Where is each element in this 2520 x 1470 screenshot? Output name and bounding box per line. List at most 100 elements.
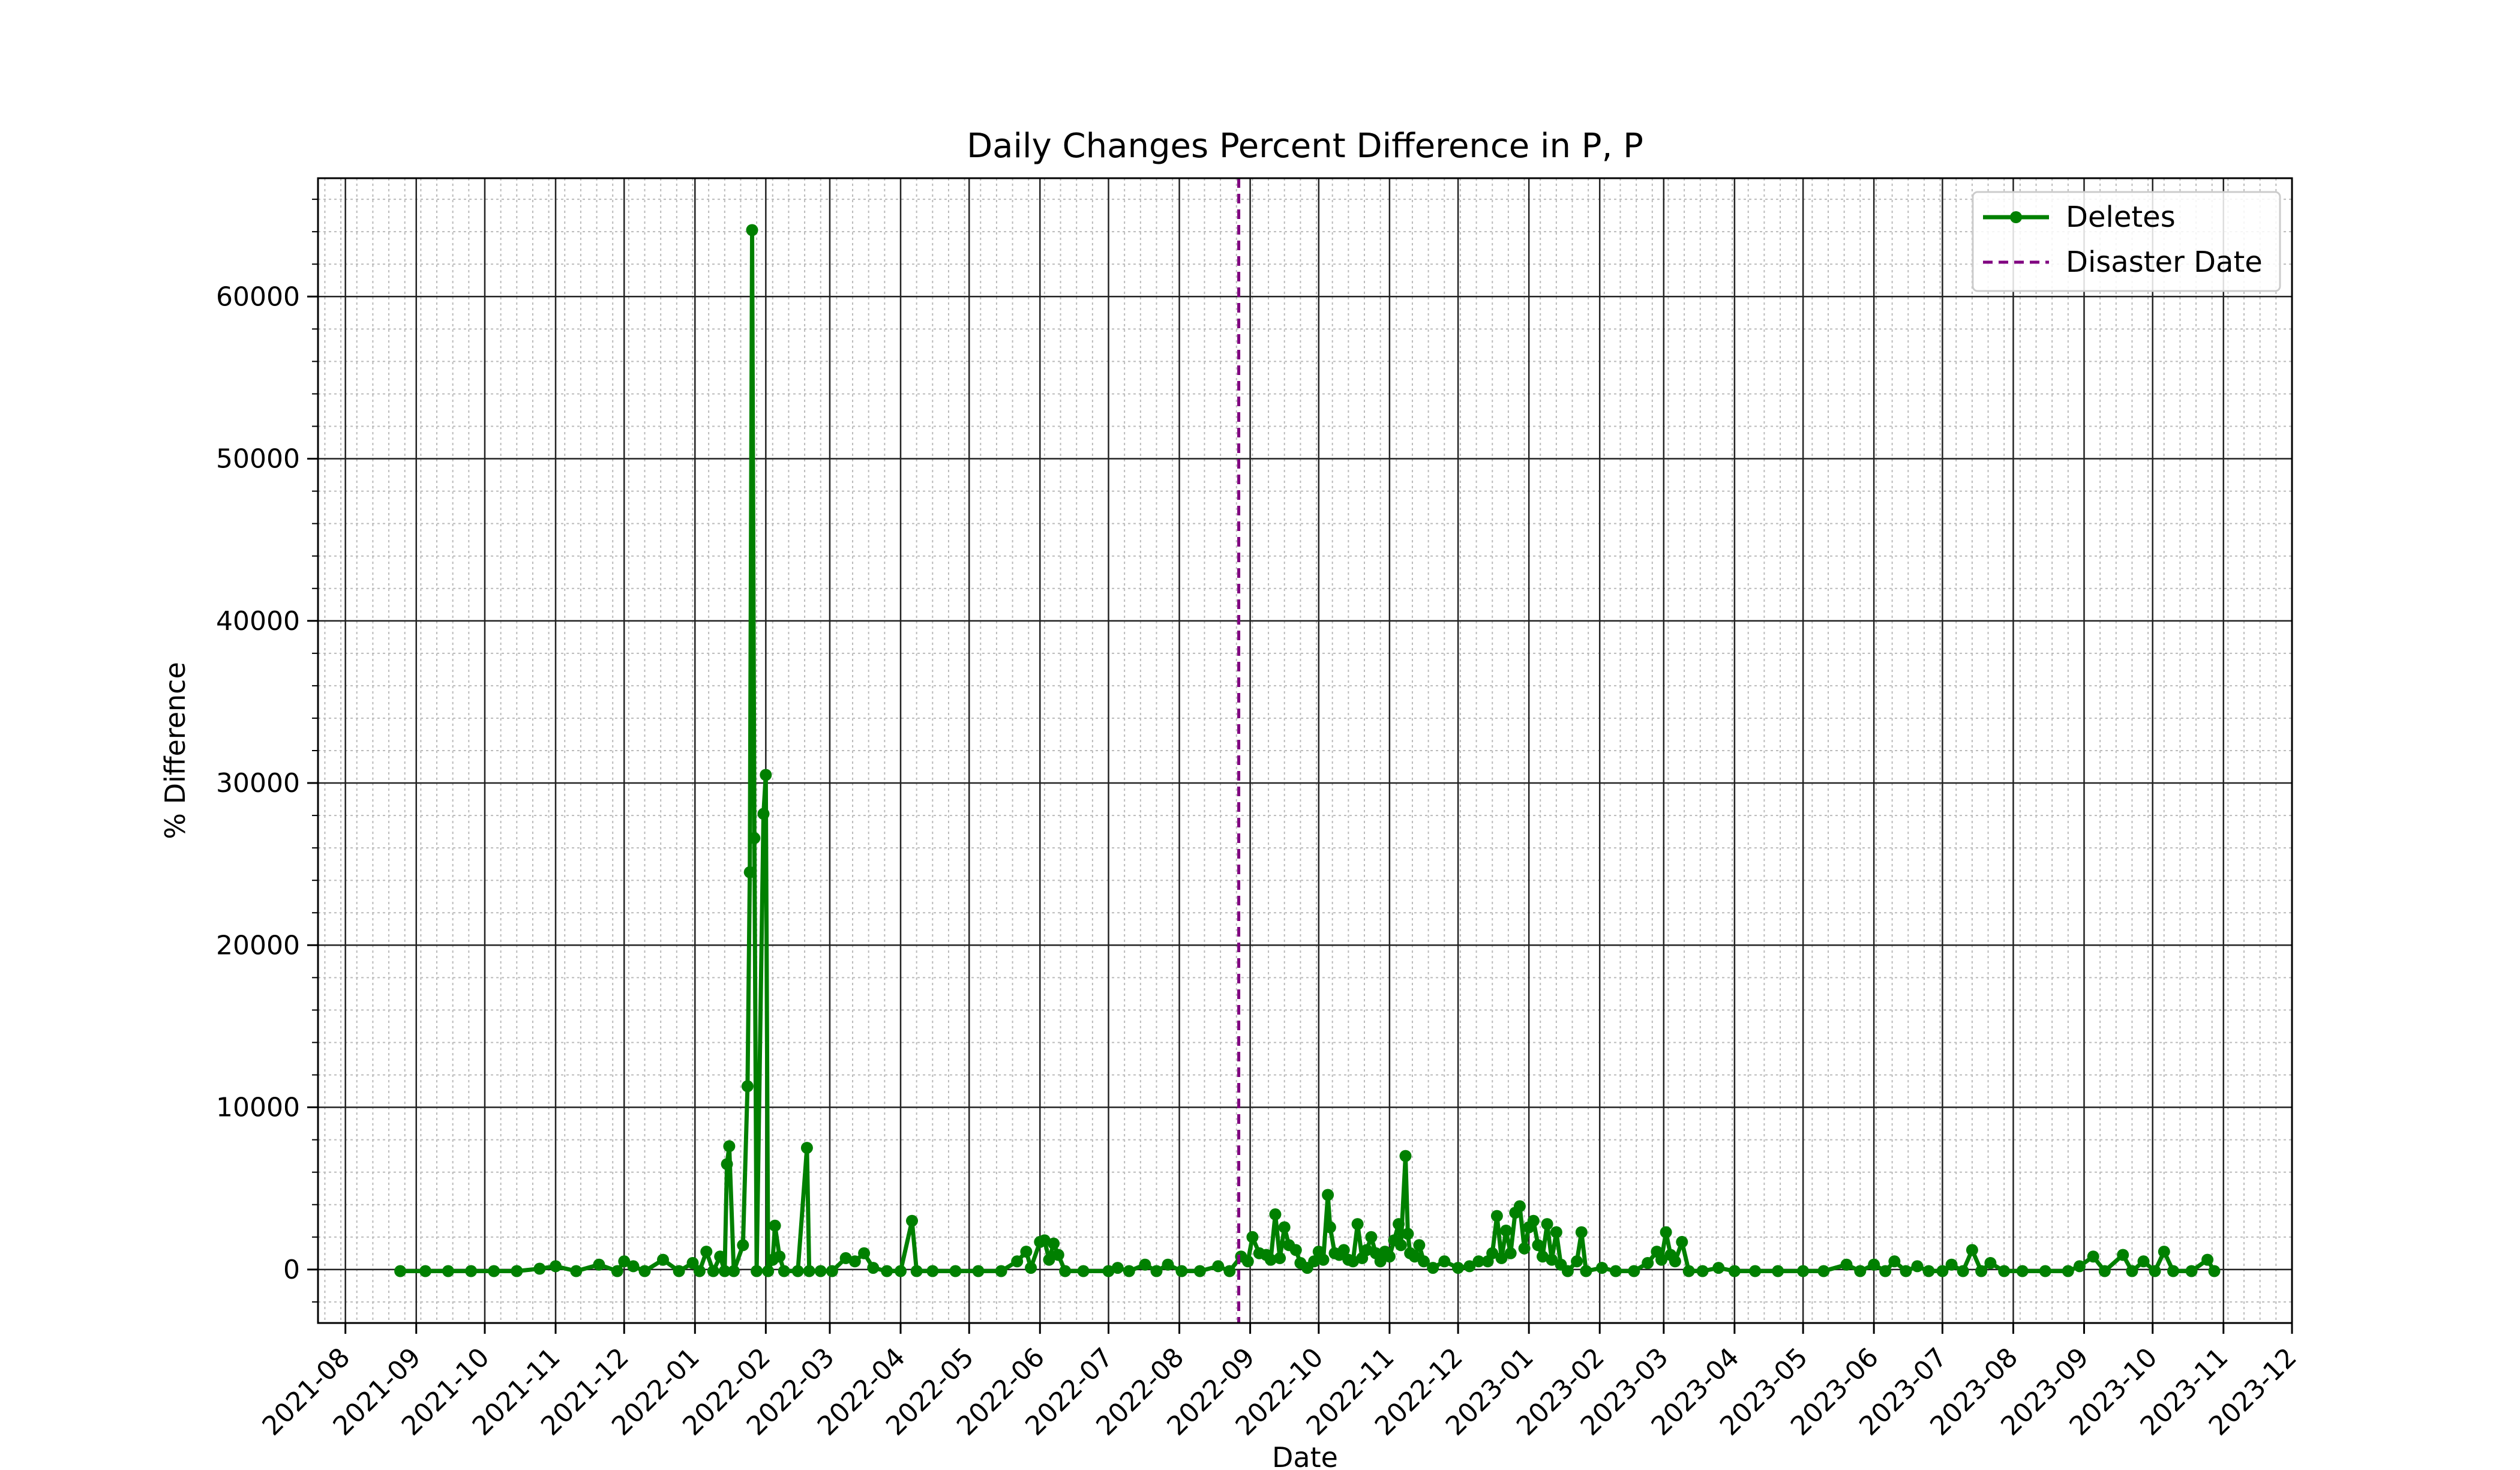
y-tick-label: 50000 xyxy=(216,444,300,475)
data-point-deletes xyxy=(881,1265,893,1277)
data-point-deletes xyxy=(2149,1265,2161,1277)
data-point-deletes xyxy=(1998,1265,2011,1277)
data-point-deletes xyxy=(1575,1226,1588,1238)
data-point-deletes xyxy=(1772,1265,1784,1277)
data-point-deletes xyxy=(2185,1265,2198,1277)
data-point-deletes xyxy=(570,1265,583,1277)
data-point-deletes xyxy=(1596,1262,1608,1274)
data-point-deletes xyxy=(839,1252,852,1264)
data-point-deletes xyxy=(627,1260,640,1273)
data-point-deletes xyxy=(800,1142,813,1154)
data-point-deletes xyxy=(638,1265,651,1277)
data-point-deletes xyxy=(791,1265,804,1277)
data-point-deletes xyxy=(1957,1265,1969,1277)
data-point-deletes xyxy=(465,1265,478,1277)
data-point-deletes xyxy=(1900,1265,1912,1277)
data-point-deletes xyxy=(2167,1265,2179,1277)
data-point-deletes xyxy=(1642,1257,1654,1269)
data-point-deletes xyxy=(737,1239,749,1252)
data-point-deletes xyxy=(1696,1265,1709,1277)
data-point-deletes xyxy=(848,1255,861,1268)
data-point-deletes xyxy=(1975,1265,1988,1277)
y-tick-label: 30000 xyxy=(216,768,300,799)
y-tick-label: 60000 xyxy=(216,281,300,312)
data-point-deletes xyxy=(2016,1265,2029,1277)
data-point-deletes xyxy=(1500,1225,1513,1237)
data-point-deletes xyxy=(760,769,772,781)
data-point-deletes xyxy=(910,1265,923,1277)
chart-title: Daily Changes Percent Difference in P, P xyxy=(967,127,1643,166)
data-point-deletes xyxy=(867,1262,880,1274)
data-point-deletes xyxy=(2208,1265,2221,1277)
data-point-deletes xyxy=(1393,1218,1405,1231)
data-point-deletes xyxy=(1278,1221,1291,1234)
data-point-deletes xyxy=(2073,1260,2086,1273)
ticks xyxy=(307,199,2293,1334)
data-point-deletes xyxy=(1682,1265,1695,1277)
legend-marker-deletes xyxy=(2010,211,2022,223)
data-point-deletes xyxy=(995,1265,1007,1277)
data-point-deletes xyxy=(743,866,756,878)
data-point-deletes xyxy=(1175,1265,1188,1277)
data-point-deletes xyxy=(1394,1239,1407,1252)
data-point-deletes xyxy=(657,1253,669,1266)
data-point-deletes xyxy=(1399,1150,1412,1162)
data-point-deletes xyxy=(1123,1265,1135,1277)
data-point-deletes xyxy=(1749,1265,1762,1277)
data-point-deletes xyxy=(550,1260,562,1273)
data-point-deletes xyxy=(533,1262,546,1275)
data-point-deletes xyxy=(721,1158,733,1171)
minor-grid xyxy=(318,178,2292,1323)
data-point-deletes xyxy=(2098,1265,2111,1277)
data-point-deletes xyxy=(707,1265,719,1277)
data-point-deletes xyxy=(814,1265,827,1277)
plot-background xyxy=(318,178,2292,1323)
data-point-deletes xyxy=(1289,1244,1302,1256)
data-point-deletes xyxy=(442,1265,454,1277)
y-axis-label: % Difference xyxy=(159,662,191,839)
data-point-deletes xyxy=(1495,1252,1508,1264)
data-point-deletes xyxy=(1879,1265,1892,1277)
data-point-deletes xyxy=(1111,1262,1124,1274)
data-point-deletes xyxy=(1408,1250,1421,1263)
data-point-deletes xyxy=(1532,1239,1544,1252)
legend: Deletes Disaster Date xyxy=(1972,191,2281,292)
data-point-deletes xyxy=(1571,1255,1583,1268)
data-point-deletes xyxy=(1365,1231,1378,1243)
data-point-deletes xyxy=(419,1265,431,1277)
data-point-deletes xyxy=(1427,1262,1439,1274)
data-point-deletes xyxy=(1486,1247,1499,1259)
data-point-deletes xyxy=(1020,1246,1033,1258)
data-point-deletes xyxy=(1712,1262,1725,1274)
data-point-deletes xyxy=(723,1140,736,1153)
data-point-deletes xyxy=(1580,1265,1592,1277)
data-point-deletes xyxy=(2201,1253,2214,1266)
data-point-deletes xyxy=(769,1219,781,1232)
data-point-deletes xyxy=(1347,1255,1359,1268)
data-point-deletes xyxy=(1052,1249,1064,1261)
data-point-deletes xyxy=(1193,1265,1206,1277)
y-tick-label: 10000 xyxy=(216,1093,300,1123)
data-point-deletes xyxy=(1840,1258,1853,1271)
data-point-deletes xyxy=(2126,1265,2138,1277)
data-point-deletes xyxy=(2137,1255,2150,1268)
data-point-deletes xyxy=(762,1265,775,1277)
data-point-deletes xyxy=(1537,1250,1549,1263)
data-point-deletes xyxy=(858,1247,871,1259)
data-point-deletes xyxy=(1241,1255,1254,1268)
data-point-deletes xyxy=(1150,1265,1163,1277)
data-point-deletes xyxy=(741,1080,754,1093)
data-point-deletes xyxy=(1025,1262,1037,1274)
legend-box xyxy=(1972,191,2281,292)
data-point-deletes xyxy=(751,1265,763,1277)
data-point-deletes xyxy=(949,1265,962,1277)
data-point-deletes xyxy=(1628,1265,1640,1277)
data-point-deletes xyxy=(2039,1265,2051,1277)
data-point-deletes xyxy=(1546,1253,1558,1266)
data-point-deletes xyxy=(1922,1265,1935,1277)
data-point-deletes xyxy=(1351,1218,1364,1231)
y-tick-label: 0 xyxy=(283,1255,300,1285)
data-point-deletes xyxy=(1043,1253,1055,1266)
major-grid xyxy=(318,178,2293,1323)
data-point-deletes xyxy=(1888,1255,1901,1268)
